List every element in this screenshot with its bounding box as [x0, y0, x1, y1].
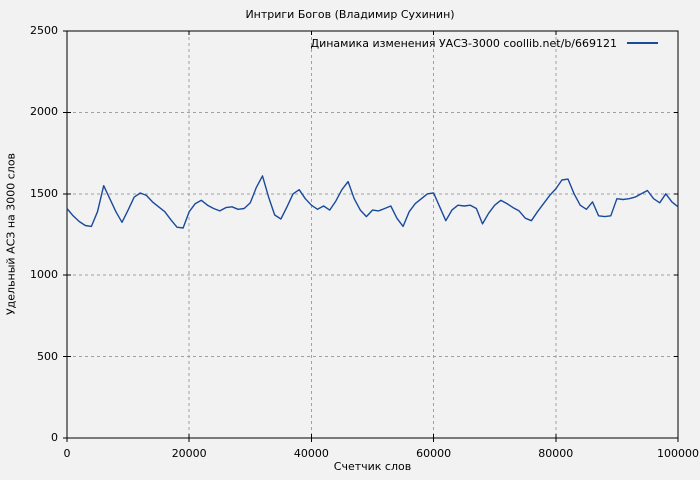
- x-tick-label: 60000: [416, 447, 452, 460]
- y-tick-label: 2500: [30, 24, 58, 37]
- x-tick-label: 80000: [538, 447, 574, 460]
- x-tick-label: 20000: [171, 447, 207, 460]
- x-tick-label: 0: [63, 447, 71, 460]
- x-tick-label: 40000: [293, 447, 329, 460]
- y-tick-label: 2000: [30, 105, 58, 119]
- legend: Динамика изменения УАСЗ-3000 coollib.net…: [310, 36, 658, 50]
- x-axis-label: Счетчик слов: [333, 460, 412, 473]
- chart-title: Интриги Богов (Владимир Сухинин): [245, 8, 455, 21]
- y-tick-label: 1500: [30, 186, 58, 200]
- y-tick-label: 0: [51, 431, 58, 444]
- x-tick-label: 100000: [657, 447, 699, 460]
- y-tick-label: 1000: [30, 268, 58, 282]
- data-series-line: [66, 175, 679, 229]
- plot-border: [66, 30, 679, 439]
- legend-entry-label: Динамика изменения УАСЗ-3000 coollib.net…: [310, 36, 618, 50]
- y-tick-label: 500: [37, 349, 58, 363]
- legend-line-sample: [627, 42, 658, 44]
